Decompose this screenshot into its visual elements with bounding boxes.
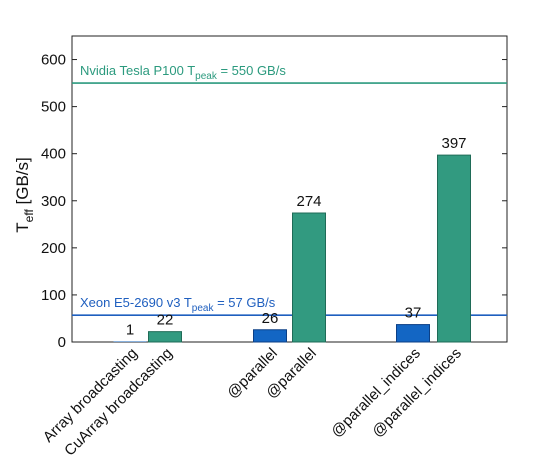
y-tick-label: 300 xyxy=(41,193,66,210)
y-tick-label: 100 xyxy=(41,287,66,304)
gpu-peak-label: Nvidia Tesla P100 Tpeak = 550 GB/s xyxy=(80,63,286,82)
y-axis-label-sub: eff xyxy=(22,209,36,223)
bar-value-label: 37 xyxy=(405,305,422,322)
bar-gpu xyxy=(148,331,182,343)
bar-cpu xyxy=(253,329,287,343)
y-tick-label: 400 xyxy=(41,146,66,163)
bar-gpu xyxy=(437,154,471,343)
bar-value-label: 274 xyxy=(296,193,321,210)
y-tick-label: 0 xyxy=(58,334,66,351)
cpu-peak-label: Xeon E5-2690 v3 Tpeak = 57 GB/s xyxy=(80,295,276,314)
bar-value-label: 397 xyxy=(441,135,466,152)
bar-value-label: 26 xyxy=(262,310,279,327)
bar-cpu xyxy=(113,341,147,343)
y-tick-label: 200 xyxy=(41,240,66,257)
y-axis-label-main: T xyxy=(13,222,32,232)
y-axis-label: Teff [GB/s] xyxy=(13,157,36,232)
bar-value-label: 1 xyxy=(126,322,134,339)
bar-value-label: 22 xyxy=(157,312,174,329)
plot-area: 0 100 200 300 400 500 600 Nvidia Tesla P100 Tpe… xyxy=(40,35,508,459)
bar-cpu xyxy=(396,324,430,343)
y-axis-label-unit: [GB/s] xyxy=(13,157,32,209)
y-tick-label: 500 xyxy=(41,99,66,116)
bar-gpu xyxy=(292,212,326,343)
y-tick-label: 600 xyxy=(41,52,66,69)
plot-frame xyxy=(71,35,508,343)
